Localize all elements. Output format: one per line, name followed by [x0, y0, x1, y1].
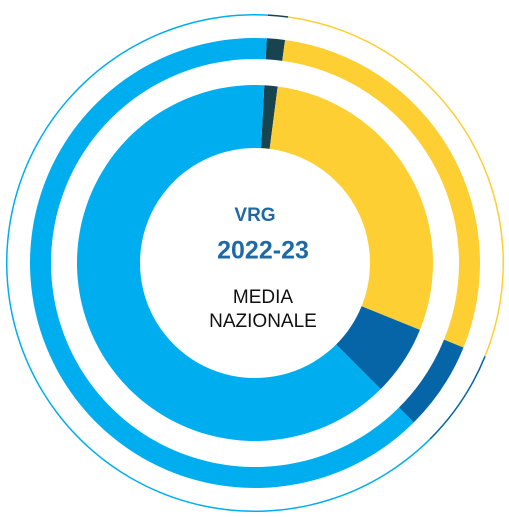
donut-segment	[398, 339, 464, 423]
chart-subtitle: 2022-23	[217, 237, 309, 265]
donut-segment	[77, 84, 381, 442]
donut-segment	[261, 85, 278, 149]
donut-segment	[265, 38, 286, 61]
caption: MEDIA	[233, 287, 294, 308]
donut-segment	[336, 306, 420, 390]
rings	[5, 13, 504, 513]
caption: NAZIONALE	[209, 311, 317, 332]
donut-segment	[267, 14, 289, 18]
donut-segment	[282, 40, 481, 348]
chart-title: VRG	[234, 205, 275, 226]
donut-segment	[30, 38, 414, 489]
donut-segment	[269, 86, 433, 330]
